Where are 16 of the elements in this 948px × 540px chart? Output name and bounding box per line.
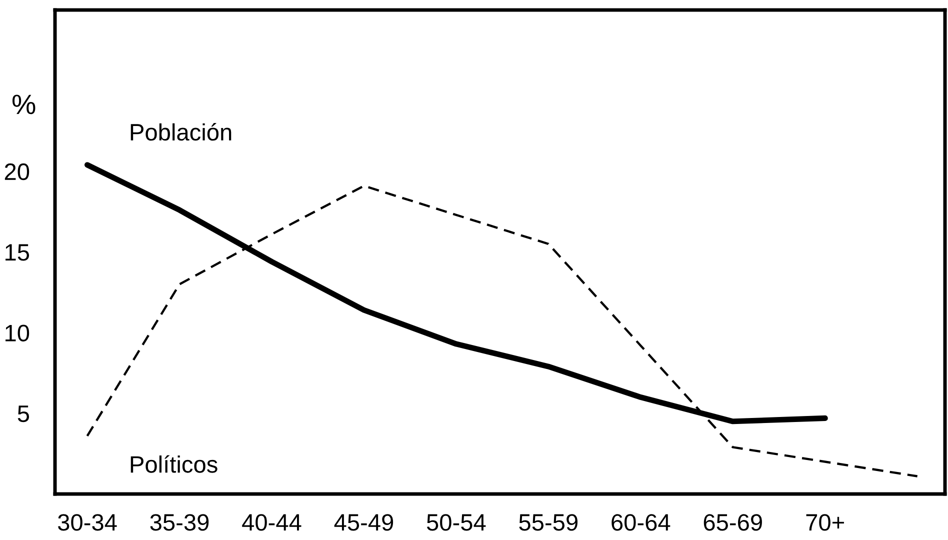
x-tick-label: 45-49 xyxy=(334,514,394,531)
y-tick-label: 5 xyxy=(18,406,30,422)
y-axis-title: % xyxy=(12,94,36,114)
x-tick-label: 40-44 xyxy=(242,514,302,531)
y-tick-label: 10 xyxy=(6,324,30,342)
series-label: Población xyxy=(130,123,232,141)
x-tick-label: 60-64 xyxy=(612,514,670,531)
y-tick-label: 20 xyxy=(4,163,30,180)
x-tick-label: 35-39 xyxy=(150,514,209,531)
y-tick-label: 15 xyxy=(6,244,30,261)
text: Políticos xyxy=(130,455,218,473)
x-tick-label: 50-54 xyxy=(426,514,486,531)
x-tick-label: 65-69 xyxy=(704,514,762,531)
x-tick-label: 55-59 xyxy=(519,514,578,531)
x-tick-label: 70+ xyxy=(806,514,844,531)
x-tick-label: 30-34 xyxy=(58,514,117,531)
